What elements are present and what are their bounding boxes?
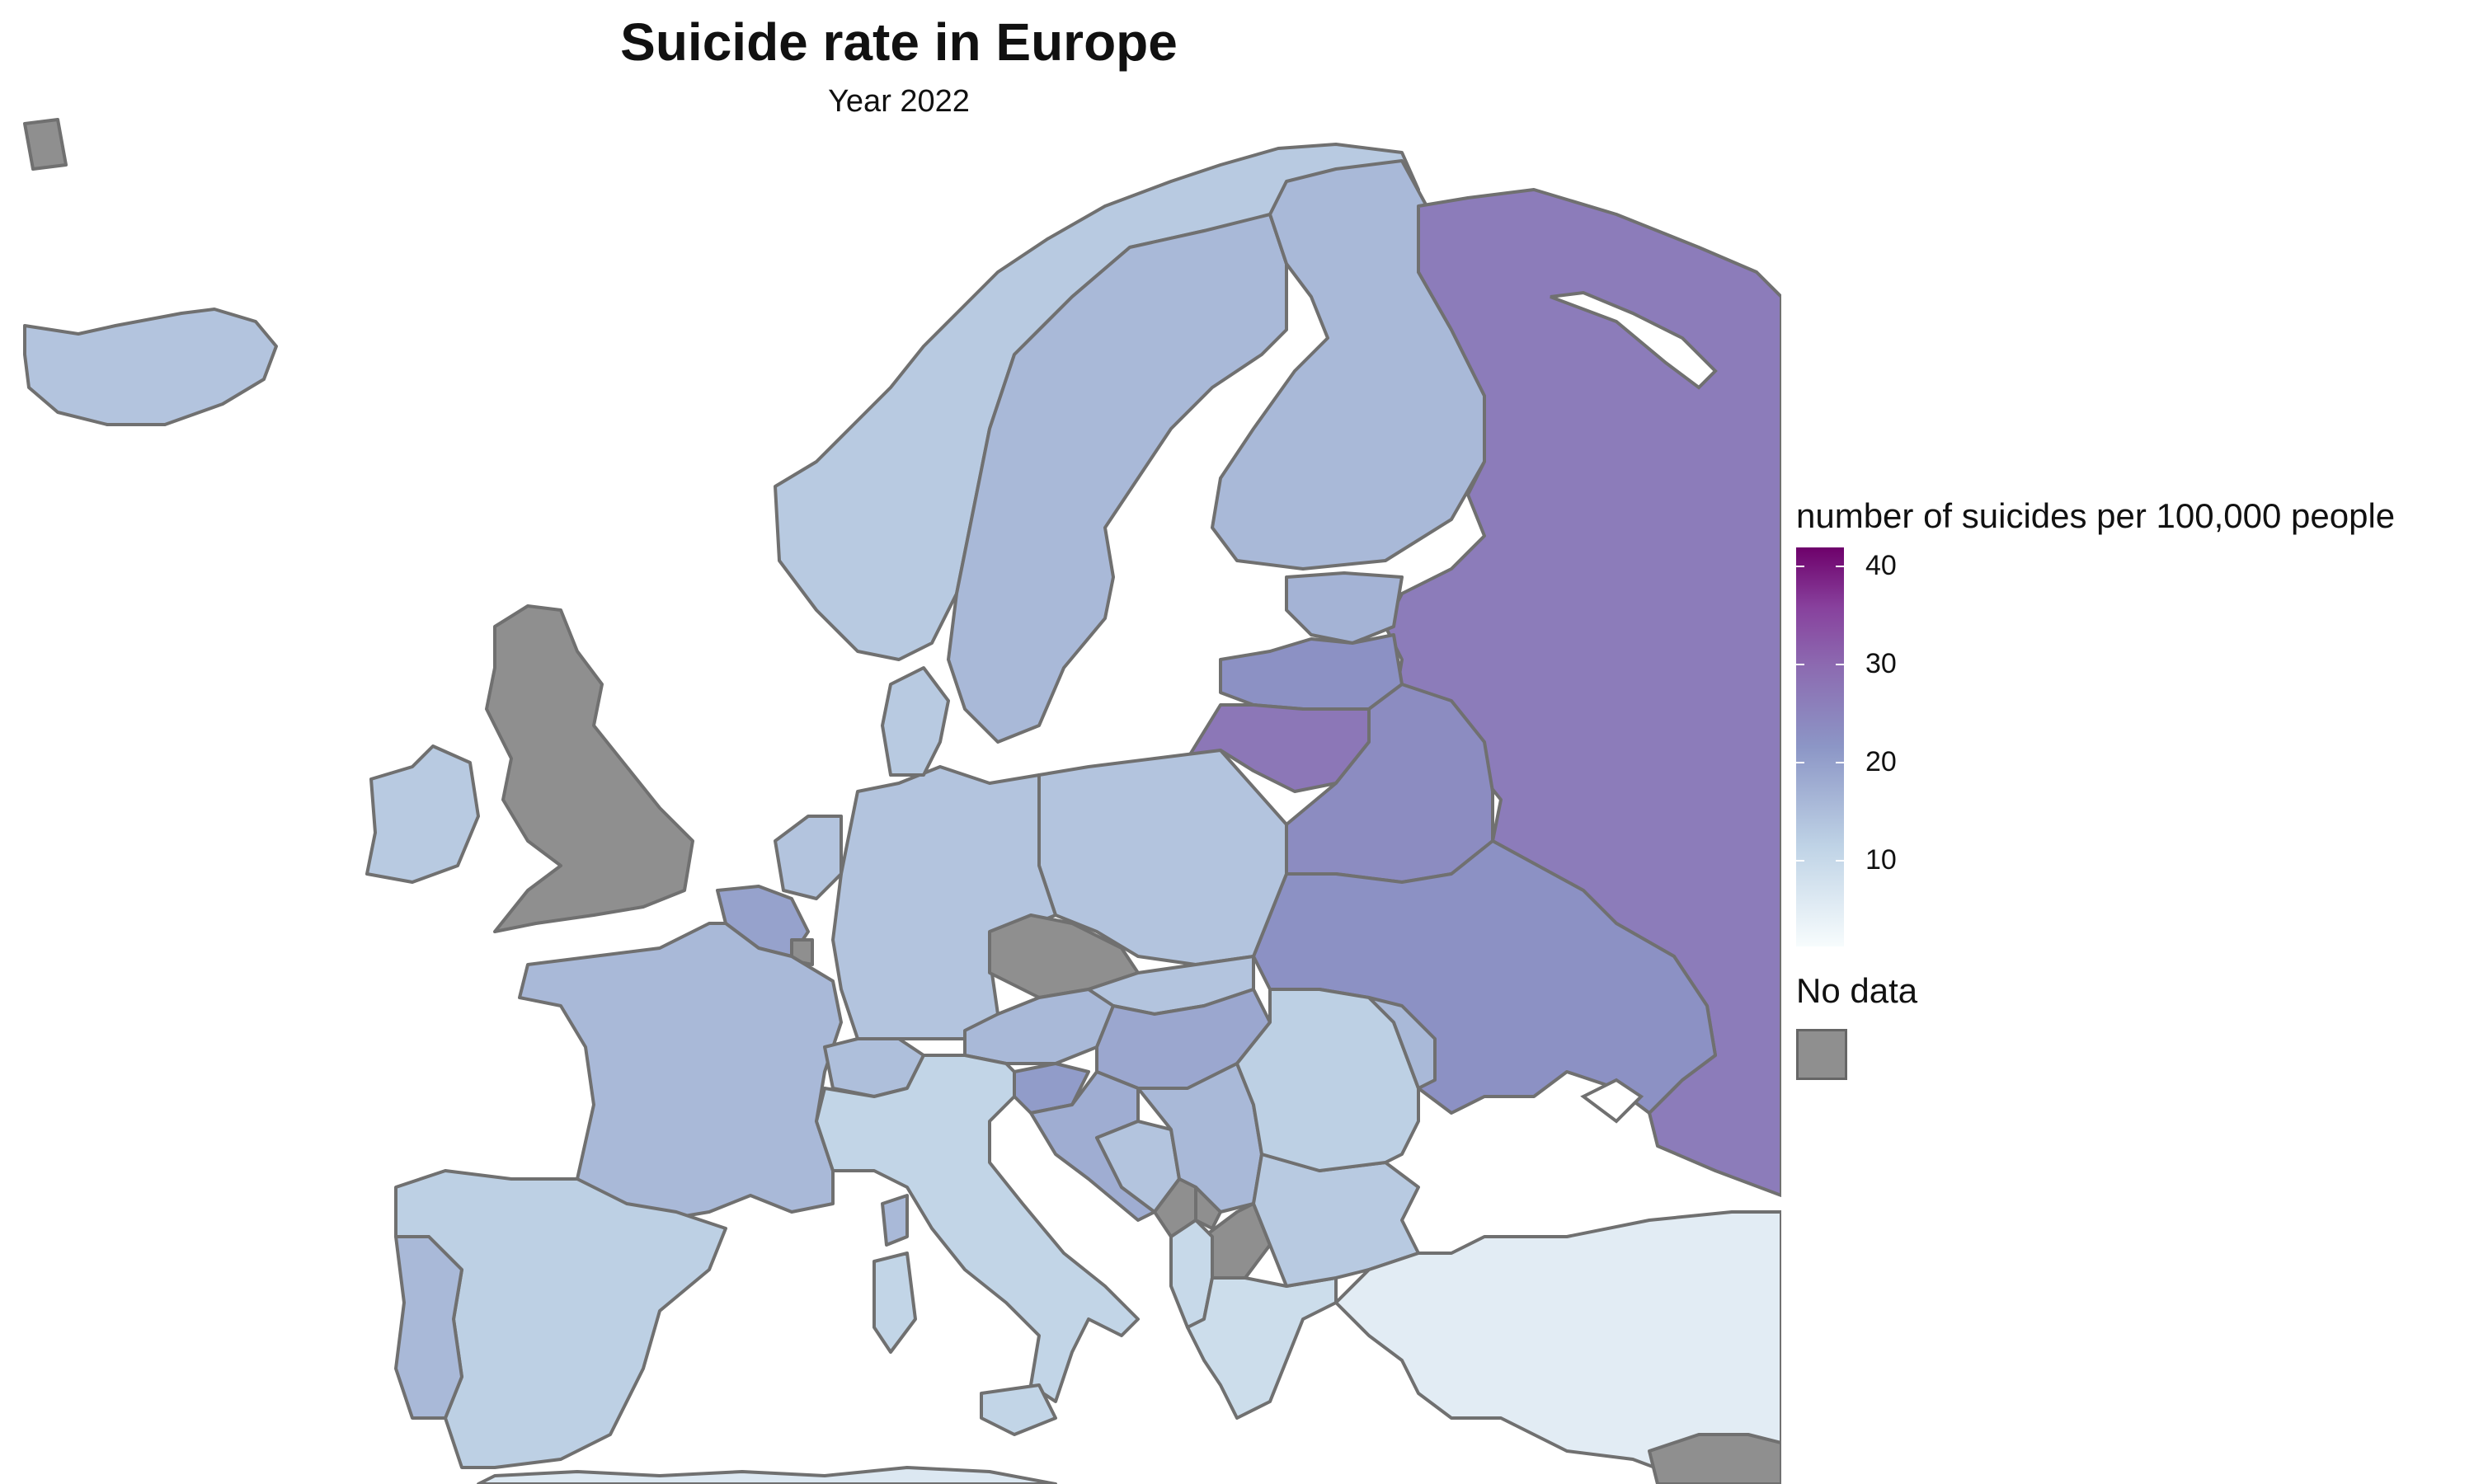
region-romania — [1235, 988, 1420, 1172]
region-france — [518, 922, 843, 1222]
nodata-swatch — [1796, 1029, 1847, 1080]
region-latvia — [1219, 633, 1404, 711]
region-turkey — [1334, 1210, 1781, 1484]
legend-title: number of suicides per 100,000 people — [1796, 496, 2396, 535]
region-poland — [1037, 749, 1288, 966]
region-netherlands — [774, 815, 843, 900]
europe-map — [23, 118, 1781, 1484]
legend-tick-mark — [1836, 860, 1844, 862]
region-denmark — [881, 666, 950, 777]
legend-tick-mark — [1836, 762, 1844, 763]
region-ireland — [365, 744, 480, 884]
region-finland — [1211, 159, 1486, 571]
region-iceland — [23, 308, 278, 426]
map-title: Suicide rate in Europe — [620, 12, 1178, 72]
legend-tick-mark — [1836, 664, 1844, 665]
region-greece — [1186, 1276, 1338, 1420]
map-subtitle: Year 2022 — [828, 84, 970, 119]
region-sardinia — [872, 1252, 917, 1354]
region-svalbard — [23, 118, 68, 171]
legend-tick-label-30: 30 — [1865, 648, 1897, 679]
region-sicily — [980, 1383, 1057, 1436]
legend-tick-mark — [1796, 566, 1804, 567]
legend-tick-mark — [1836, 566, 1844, 567]
legend-tick-label-20: 20 — [1865, 746, 1897, 777]
nodata-label: No data — [1796, 971, 1918, 1010]
region-kosovo — [1194, 1186, 1222, 1230]
legend-tick-mark — [1796, 664, 1804, 665]
region-united-kingdom — [485, 604, 694, 933]
region-sweden — [947, 213, 1288, 744]
region-germany — [831, 765, 1057, 1040]
region-cyprus — [1648, 1433, 1781, 1484]
region-moldova — [1367, 996, 1437, 1090]
legend-tick-mark — [1796, 860, 1804, 862]
legend-tick-label-40: 40 — [1865, 550, 1897, 581]
legend-tick-label-10: 10 — [1865, 844, 1897, 876]
region-north-africa — [477, 1466, 1057, 1484]
region-italy — [815, 1054, 1140, 1403]
region-estonia — [1285, 571, 1404, 645]
legend-tick-mark — [1796, 762, 1804, 763]
region-portugal — [394, 1235, 463, 1420]
legend-colorbar — [1796, 547, 1844, 946]
region-corsica — [881, 1194, 909, 1247]
